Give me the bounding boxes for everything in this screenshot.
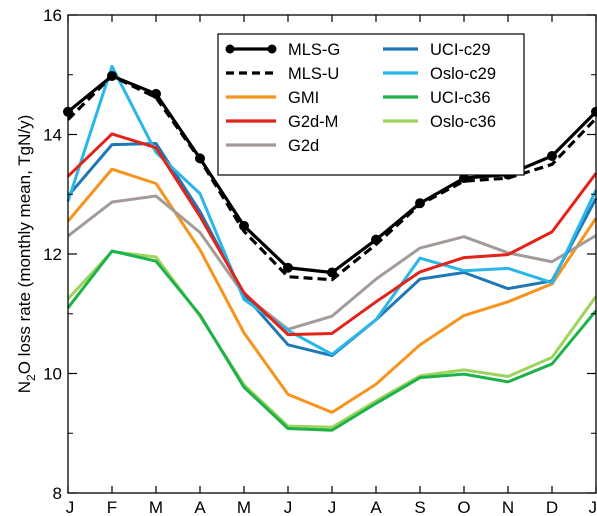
series-line-gmi — [66, 167, 597, 414]
legend-label: Oslo-c36 — [430, 113, 496, 131]
y-axis-label-subscript: 2 — [24, 374, 38, 381]
x-tick-label: J — [66, 498, 75, 516]
series-marker-mls-g — [459, 173, 469, 184]
legend-box — [217, 33, 525, 176]
x-tick-label: J — [328, 498, 337, 516]
x-tick-label: A — [194, 498, 206, 516]
legend-label: MLS-U — [288, 65, 339, 83]
series-line-g2d — [67, 194, 597, 331]
legend-marker — [225, 44, 235, 54]
x-tick-label: S — [414, 498, 425, 516]
y-axis-label-prefix: N — [15, 381, 34, 393]
series-line-uci-c36 — [66, 249, 597, 432]
y-axis: 8 10 12 14 16 — [43, 6, 596, 503]
y-tick-label: 16 — [43, 6, 62, 25]
x-tick-label: J — [589, 498, 597, 516]
x-tick-label: M — [149, 498, 163, 516]
legend-label: G2d-M — [288, 113, 338, 131]
legend-label: Oslo-c29 — [430, 65, 496, 83]
x-tick-label: F — [107, 498, 117, 516]
y-tick-label: 14 — [43, 126, 62, 145]
x-tick-label: O — [457, 498, 470, 516]
series-marker-mls-g — [151, 88, 161, 99]
y-tick-label: 10 — [43, 365, 62, 384]
legend-marker — [267, 44, 277, 54]
legend-label: UCI-c29 — [430, 41, 491, 59]
series-marker-mls-g — [371, 234, 381, 245]
x-tick-label: M — [237, 498, 251, 516]
series-marker-mls-g — [415, 198, 425, 209]
series-marker-mls-g — [107, 70, 117, 81]
x-tick-label: N — [502, 498, 514, 516]
series-line-g2d-m — [66, 132, 597, 337]
y-axis-label-suffix: O loss rate (monthly mean, TgN/y) — [15, 115, 34, 375]
x-tick-label: A — [370, 498, 382, 516]
series-line-oslo-c36 — [66, 250, 597, 429]
x-tick-label: J — [284, 498, 293, 516]
y-axis-label: N2O loss rate (monthly mean, TgN/y) — [15, 115, 38, 393]
legend-label: G2d — [288, 137, 319, 155]
series-marker-mls-g — [283, 262, 293, 273]
series-marker-mls-g — [327, 267, 337, 278]
y-tick-label: 12 — [43, 245, 62, 264]
legend-label: GMI — [288, 89, 319, 107]
series-line-oslo-c29 — [66, 64, 597, 356]
legend-label: MLS-G — [288, 41, 340, 59]
series-marker-mls-g — [195, 153, 205, 164]
y-tick-label: 8 — [53, 484, 62, 503]
series-marker-mls-g — [239, 220, 249, 231]
legend-label: UCI-c36 — [430, 89, 491, 107]
x-tick-label: D — [546, 498, 558, 516]
series-marker-mls-g — [547, 151, 557, 162]
legend: MLS-G MLS-U GMI G2d-M G2d UCI-c29 Oslo-c29 UCI-… — [217, 33, 525, 176]
